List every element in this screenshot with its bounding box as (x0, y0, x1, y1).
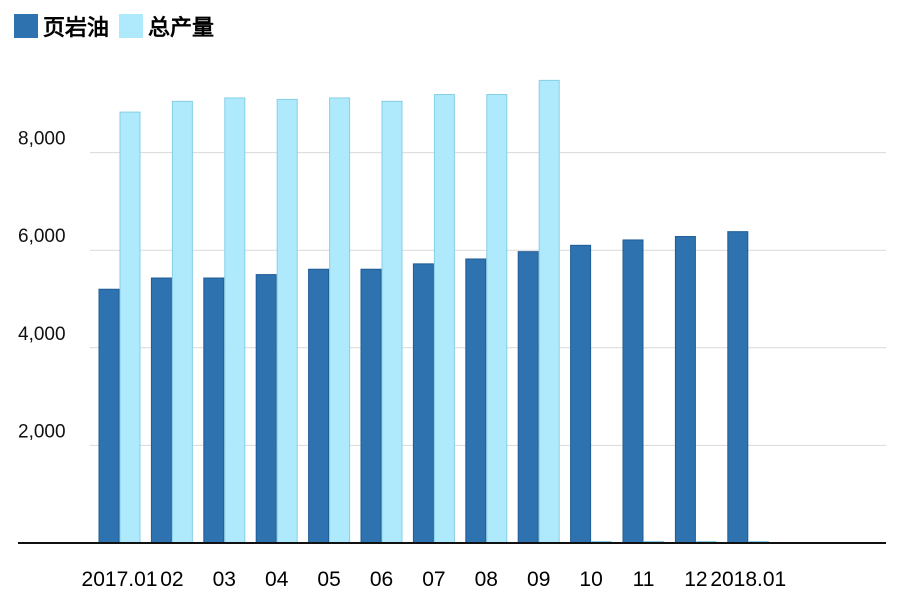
legend-label-total-output: 总产量 (148, 16, 215, 41)
bar-shale-oil (412, 263, 434, 544)
x-tick-label: 08 (475, 568, 498, 591)
bar-total-output (171, 100, 193, 544)
bar-shale-oil (308, 268, 330, 544)
bar-total-output (538, 79, 560, 544)
bar-total-output (433, 94, 455, 544)
legend-item-total-output: 总产量 (119, 10, 214, 42)
legend: 页岩油 总产量 (14, 10, 224, 42)
x-tick-label: 2018.01 (710, 568, 786, 591)
x-tick-label: 10 (579, 568, 602, 591)
bar-total-output (119, 111, 141, 544)
y-tick-label: 2,000 (18, 421, 66, 442)
legend-swatch-shale-oil (14, 14, 38, 38)
x-tick-label: 2017.01 (82, 568, 158, 591)
x-tick-label: 06 (370, 568, 393, 591)
x-tick-label: 04 (265, 568, 289, 591)
bar-total-output (276, 98, 298, 544)
bar-total-output (486, 94, 508, 544)
legend-item-shale-oil: 页岩油 (14, 10, 109, 42)
bar-shale-oil (255, 274, 277, 544)
bar-shale-oil (622, 239, 644, 544)
legend-swatch-total-output (119, 14, 144, 38)
bar-total-output (329, 97, 351, 544)
bar-shale-oil (360, 268, 382, 544)
y-tick-label: 4,000 (18, 324, 66, 345)
x-tick-label: 12 (684, 568, 707, 591)
x-tick-label: 07 (422, 568, 445, 591)
bar-shale-oil (570, 244, 592, 544)
bar-shale-oil (465, 258, 487, 544)
x-tick-label: 03 (213, 568, 236, 591)
bar-total-output (381, 100, 403, 544)
bar-shale-oil (674, 236, 696, 544)
bar-shale-oil (727, 231, 749, 544)
bar-total-output (224, 97, 246, 544)
legend-label-shale-oil: 页岩油 (43, 16, 110, 41)
x-tick-label: 11 (633, 568, 655, 591)
x-tick-label: 09 (527, 568, 550, 591)
bar-shale-oil (98, 288, 120, 544)
y-tick-label: 8,000 (18, 129, 66, 150)
bar-shale-oil (150, 277, 172, 544)
x-tick-label: 02 (160, 568, 183, 591)
bar-shale-oil (517, 251, 539, 544)
bar-shale-oil (203, 277, 225, 544)
y-tick-label: 6,000 (18, 226, 66, 247)
x-tick-label: 05 (317, 568, 340, 591)
